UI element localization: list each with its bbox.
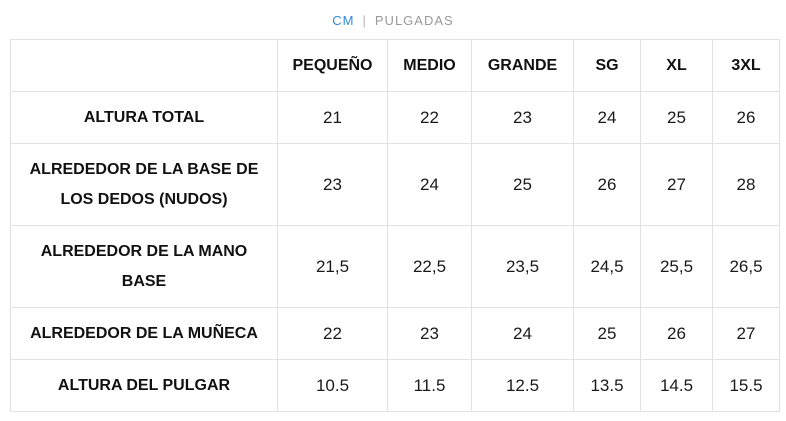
measurement-cell: 26,5 <box>712 225 780 308</box>
unit-separator: | <box>362 13 367 28</box>
measurement-cell: 21,5 <box>277 225 388 308</box>
table-header-row: PEQUEÑO MEDIO GRANDE SG XL 3XL <box>10 39 780 92</box>
measurement-cell: 23,5 <box>471 225 574 308</box>
measurement-cell: 25 <box>471 143 574 226</box>
measurement-cell: 26 <box>573 143 641 226</box>
header-cell-size: PEQUEÑO <box>277 39 388 92</box>
measurement-cell: 25 <box>640 91 713 144</box>
measurement-cell: 14.5 <box>640 359 713 412</box>
table-row: ALREDEDOR DE LA BASE DE LOS DEDOS (NUDOS… <box>10 143 780 226</box>
measurement-cell: 27 <box>640 143 713 226</box>
measurement-cell: 15.5 <box>712 359 780 412</box>
measurement-cell: 25 <box>573 307 641 360</box>
measurement-cell: 24 <box>387 143 472 226</box>
row-label: ALTURA TOTAL <box>10 91 278 144</box>
measurement-cell: 12.5 <box>471 359 574 412</box>
row-label: ALTURA DEL PULGAR <box>10 359 278 412</box>
measurement-cell: 22 <box>387 91 472 144</box>
measurement-cell: 22,5 <box>387 225 472 308</box>
header-cell-size: XL <box>640 39 713 92</box>
measurement-cell: 10.5 <box>277 359 388 412</box>
header-cell-size: 3XL <box>712 39 780 92</box>
size-chart-table: PEQUEÑO MEDIO GRANDE SG XL 3XL ALTURA TO… <box>10 39 780 412</box>
row-label: ALREDEDOR DE LA MANO BASE <box>10 225 278 308</box>
table-row: ALTURA DEL PULGAR 10.5 11.5 12.5 13.5 14… <box>10 359 780 412</box>
measurement-cell: 28 <box>712 143 780 226</box>
table-row: ALTURA TOTAL 21 22 23 24 25 26 <box>10 91 780 144</box>
measurement-cell: 24 <box>573 91 641 144</box>
header-cell-size: GRANDE <box>471 39 574 92</box>
row-label: ALREDEDOR DE LA BASE DE LOS DEDOS (NUDOS… <box>10 143 278 226</box>
unit-toggle: CM | PULGADAS <box>0 13 786 29</box>
measurement-cell: 24,5 <box>573 225 641 308</box>
measurement-cell: 21 <box>277 91 388 144</box>
measurement-cell: 23 <box>387 307 472 360</box>
measurement-cell: 27 <box>712 307 780 360</box>
header-cell-empty <box>10 39 278 92</box>
header-cell-size: MEDIO <box>387 39 472 92</box>
header-cell-size: SG <box>573 39 641 92</box>
measurement-cell: 22 <box>277 307 388 360</box>
unit-cm-option[interactable]: CM <box>332 13 355 28</box>
table-row: ALREDEDOR DE LA MUÑECA 22 23 24 25 26 27 <box>10 307 780 360</box>
measurement-cell: 26 <box>640 307 713 360</box>
measurement-cell: 11.5 <box>387 359 472 412</box>
row-label: ALREDEDOR DE LA MUÑECA <box>10 307 278 360</box>
measurement-cell: 23 <box>471 91 574 144</box>
measurement-cell: 26 <box>712 91 780 144</box>
measurement-cell: 23 <box>277 143 388 226</box>
measurement-cell: 13.5 <box>573 359 641 412</box>
table-row: ALREDEDOR DE LA MANO BASE 21,5 22,5 23,5… <box>10 225 780 308</box>
unit-inches-option[interactable]: PULGADAS <box>374 13 454 28</box>
measurement-cell: 24 <box>471 307 574 360</box>
measurement-cell: 25,5 <box>640 225 713 308</box>
